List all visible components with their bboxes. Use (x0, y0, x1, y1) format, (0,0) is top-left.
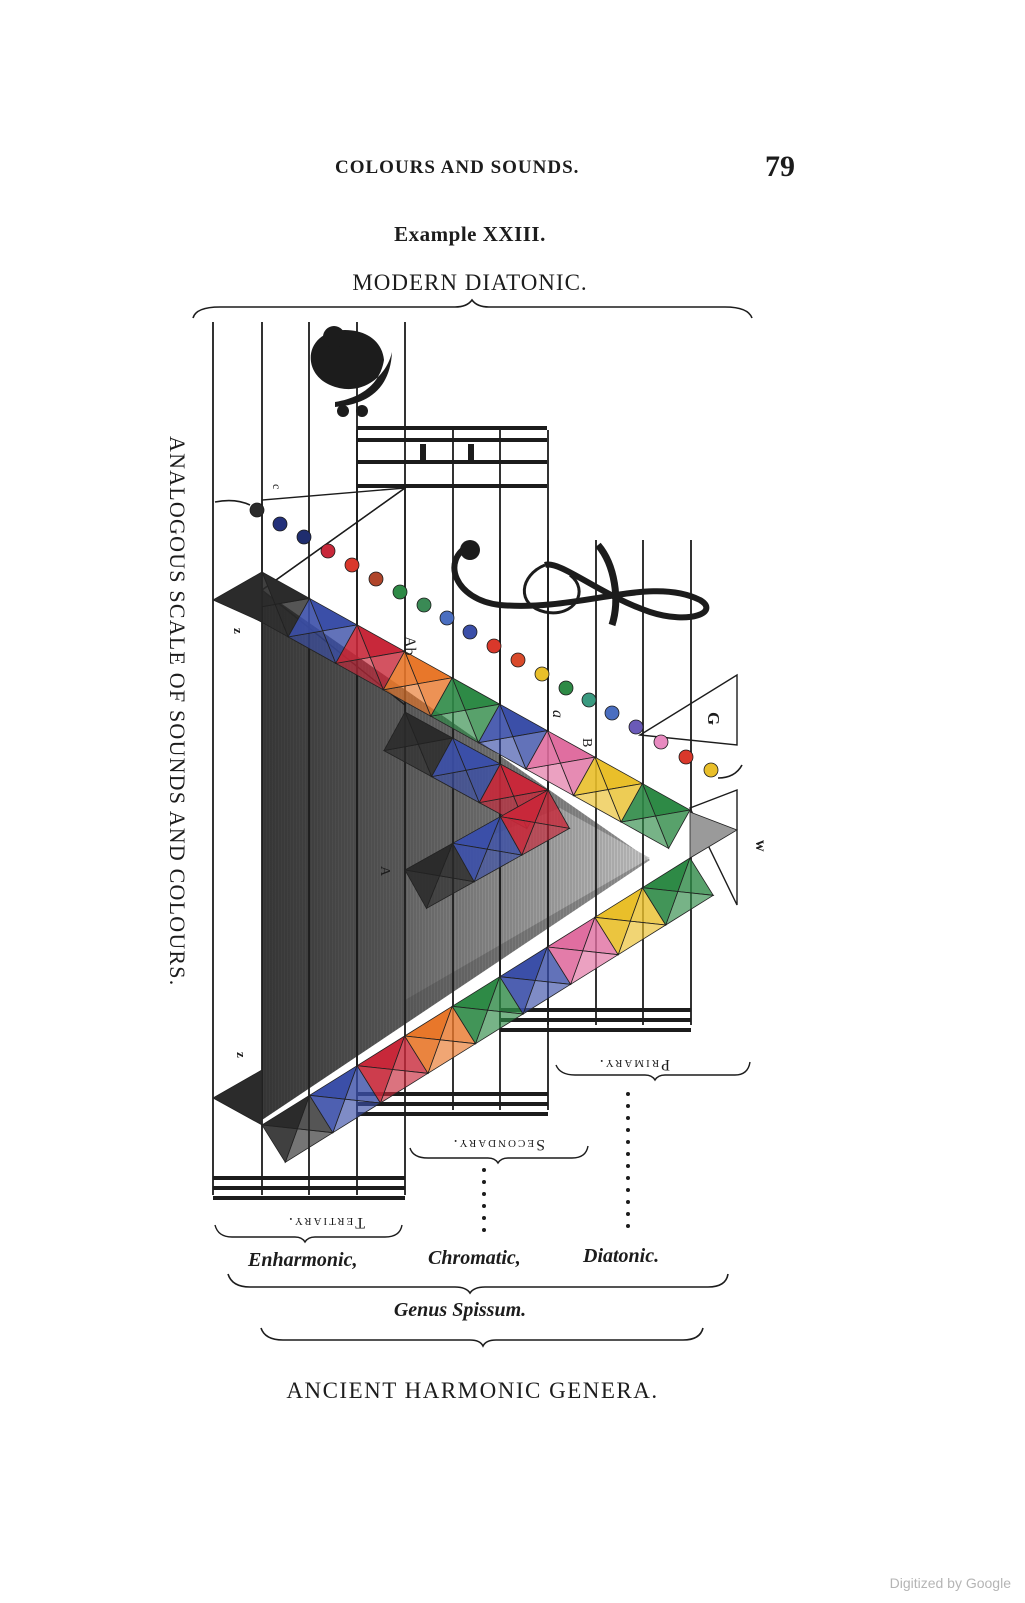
tertiary-bars (213, 1176, 405, 1200)
inner-upper-band-segment (430, 737, 467, 778)
note-sequence (249, 502, 719, 778)
page-number: 79 (765, 150, 795, 183)
letter-ab-upper: Ab (401, 636, 418, 656)
modern-diatonic-title: MODERN DIATONIC. (352, 270, 588, 295)
letter-z-upper: z (231, 628, 246, 634)
lower-colour-band-segment (594, 916, 631, 956)
secondary-brace (409, 1145, 589, 1165)
tertiary-brace (214, 1224, 403, 1244)
letter-ab-lower: a (549, 710, 566, 718)
inner-lower-band-segment (499, 816, 536, 856)
diagram-letters: c Ab a A B G w z z (231, 484, 769, 1058)
upper-colour-band-segment (334, 623, 371, 664)
example-title: Example XXIII. (394, 222, 546, 246)
bass-clef-icon (310, 326, 392, 417)
colour-bands (212, 571, 738, 1164)
upper-colour-band-segment (477, 703, 514, 744)
lower-colour-band-segment (403, 1035, 441, 1075)
breve-bars (357, 426, 547, 488)
genus-spissum-label: Genus Spissum. (394, 1299, 526, 1321)
inner-lower-band-segment (451, 842, 488, 883)
digitized-watermark: Digitized by Google (889, 1575, 1011, 1591)
top-brace (192, 298, 753, 319)
genus-diatonic: Diatonic. (582, 1245, 659, 1267)
secondary-label: Secondary. (452, 1136, 545, 1153)
corner-cap (212, 571, 263, 623)
upper-colour-band-segment (382, 650, 419, 691)
primary-label: Primary. (598, 1056, 670, 1073)
side-title: ANALOGOUS SCALE OF SOUNDS AND COLOURS. (165, 436, 190, 986)
secondary-bars (357, 1092, 548, 1116)
lower-colour-band-segment (261, 1124, 298, 1164)
inner-upper-band-segment (478, 763, 515, 804)
lower-colour-band-segment (499, 976, 536, 1015)
upper-colour-band-segment (572, 756, 609, 797)
tertiary-label: Tertiary. (287, 1214, 365, 1231)
start-tie (214, 499, 251, 506)
upper-colour-band-segment (620, 782, 657, 823)
running-title: COLOURS AND SOUNDS. (335, 157, 580, 178)
lower-colour-band-segment (546, 946, 584, 986)
corner-cap (689, 811, 738, 859)
lower-colour-band-segment (356, 1065, 394, 1104)
upper-colour-band-segment (287, 597, 324, 638)
letter-w: w (752, 840, 769, 852)
letter-z-lower: z (234, 1052, 249, 1058)
inner-upper-band-segment (383, 711, 419, 752)
treble-clef-icon (451, 540, 710, 627)
dotted-leaders (482, 1092, 630, 1232)
corner-cap (212, 1069, 263, 1126)
letter-c: c (270, 484, 284, 489)
letter-b: B (579, 738, 594, 747)
genera-brace (227, 1273, 729, 1295)
letter-a: A (377, 866, 392, 877)
ancient-genera-title: ANCIENT HARMONIC GENERA. (286, 1378, 659, 1403)
upper-colour-band-segment (430, 676, 466, 717)
spissum-brace (260, 1327, 704, 1348)
lower-colour-band-segment (451, 1005, 489, 1045)
primary-brace (555, 1061, 751, 1082)
end-tie (717, 764, 743, 779)
lower-colour-band-segment (308, 1094, 346, 1134)
upper-colour-band-segment (525, 729, 561, 770)
lower-colour-band-segment (641, 887, 679, 926)
primary-bars (500, 1008, 691, 1032)
letter-g: G (704, 712, 723, 725)
genus-chromatic: Chromatic, (428, 1247, 521, 1269)
genus-enharmonic: Enharmonic, (247, 1249, 357, 1271)
inner-lower-band-segment (404, 869, 441, 910)
